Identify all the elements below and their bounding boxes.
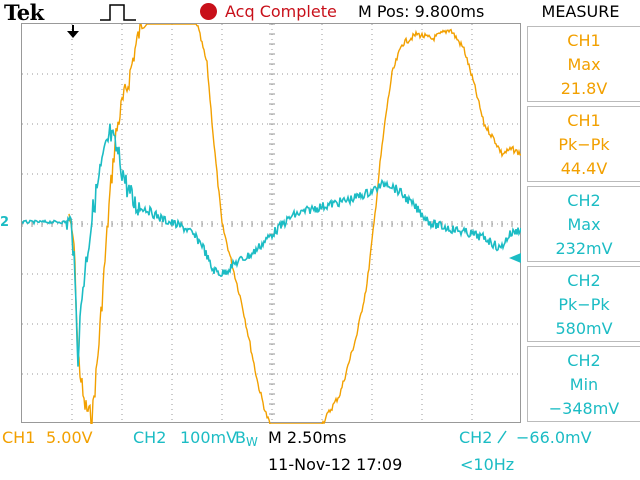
measurement-channel: CH1 <box>567 111 601 130</box>
trigger-position-marker <box>67 25 79 38</box>
bandwidth-limit-sub: W <box>245 435 258 449</box>
measurement-type: Pk−Pk <box>558 295 610 314</box>
measurement-type: Max <box>567 55 601 74</box>
ch2-trigger-level-arrow <box>509 253 521 263</box>
pulse-icon <box>100 4 136 21</box>
measurement-type: Max <box>567 215 601 234</box>
date-time: 11-Nov-12 17:09 <box>268 455 403 474</box>
top-bar: Tek Acq Complete M Pos: 9.800ms <box>0 0 520 25</box>
measurement-value: 44.4V <box>560 159 608 178</box>
measurement-channel: CH2 <box>567 271 601 290</box>
bandwidth-limit-icon: BW <box>235 428 258 449</box>
measurement-value: 21.8V <box>560 79 608 98</box>
measurement-channel: CH2 <box>567 191 601 210</box>
timebase: M 2.50ms <box>268 428 347 447</box>
ch2-scale: 100mV <box>180 428 238 447</box>
measurement-value: −348mV <box>548 399 620 418</box>
brand-logo: Tek <box>4 0 44 25</box>
waveform-display[interactable] <box>21 23 522 424</box>
measurement-type: Pk−Pk <box>558 135 610 154</box>
horizontal-position: M Pos: 9.800ms <box>358 2 485 21</box>
measurement-5[interactable]: CH2 Min −348mV <box>527 346 640 422</box>
measure-title: MEASURE <box>541 2 620 21</box>
trigger-level: −66.0mV <box>516 428 592 447</box>
ch2-waveform <box>22 123 522 367</box>
graticule <box>22 24 522 424</box>
measurement-1[interactable]: CH1 Max 21.8V <box>527 26 640 102</box>
measure-panel: MEASURE CH1 Max 21.8V CH1 Pk−Pk 44.4V CH… <box>521 0 640 424</box>
measurement-channel: CH1 <box>567 31 601 50</box>
measurement-type: Min <box>569 375 599 394</box>
measurement-3[interactable]: CH2 Max 232mV <box>527 186 640 262</box>
ch2-label: CH2 <box>133 428 167 447</box>
measurement-value: 232mV <box>555 239 613 258</box>
measurement-2[interactable]: CH1 Pk−Pk 44.4V <box>527 106 640 182</box>
acq-status-icon <box>200 3 217 20</box>
measurement-4[interactable]: CH2 Pk−Pk 580mV <box>527 266 640 342</box>
acq-status: Acq Complete <box>225 2 337 21</box>
bandwidth-limit-mark: B <box>235 428 246 447</box>
ch2-ground-marker: 2 <box>0 215 10 230</box>
ch1-label: CH1 <box>2 428 36 447</box>
status-bar: CH1 5.00V CH2 100mV BW M 2.50ms CH2 −66.… <box>0 424 640 480</box>
measurement-channel: CH2 <box>567 351 601 370</box>
measurement-value: 580mV <box>555 319 613 338</box>
ch1-scale: 5.00V <box>46 428 93 447</box>
ch1-waveform <box>68 24 521 424</box>
trigger-frequency: <10Hz <box>460 455 515 474</box>
trigger-source: CH2 <box>459 428 493 447</box>
rising-edge-icon <box>497 430 507 444</box>
